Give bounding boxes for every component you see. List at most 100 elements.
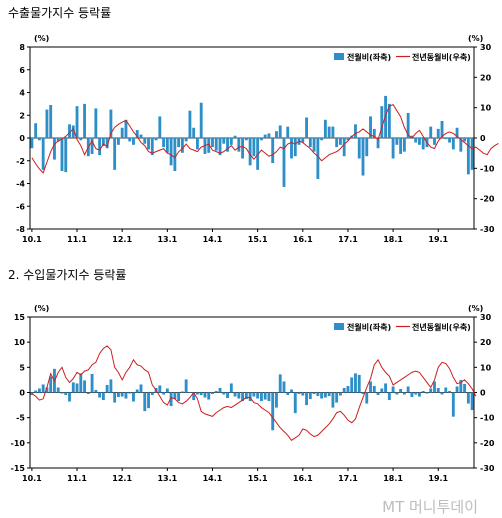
- bar-mom: [470, 138, 474, 170]
- bar-mom: [418, 138, 421, 145]
- bar-mom: [105, 138, 109, 149]
- bar-mom: [199, 392, 203, 396]
- bar-mom: [64, 392, 68, 396]
- bar-mom: [49, 105, 53, 138]
- bar-mom: [207, 138, 211, 153]
- left-tick-label: -6: [16, 202, 25, 211]
- x-tick-label: 19.1: [428, 235, 448, 244]
- bar-mom: [256, 392, 260, 399]
- bar-mom: [214, 390, 218, 393]
- bar-mom: [233, 135, 237, 138]
- legend-bar-swatch: [334, 323, 344, 330]
- bar-mom: [357, 374, 361, 393]
- left-tick-label: 10: [14, 338, 26, 347]
- left-axis-unit: (%): [34, 304, 49, 313]
- bar-mom: [229, 138, 233, 145]
- bar-mom: [338, 392, 342, 396]
- right-tick-label: -30: [480, 225, 495, 234]
- bar-mom: [316, 392, 320, 397]
- bar-mom: [173, 138, 177, 171]
- bar-mom: [391, 138, 395, 159]
- bar-mom: [188, 392, 192, 393]
- bar-mom: [218, 138, 222, 156]
- bar-mom: [177, 138, 181, 148]
- bar-mom: [335, 138, 339, 148]
- bar-mom: [282, 138, 286, 187]
- x-tick-label: 14.1: [203, 235, 223, 244]
- bar-mom: [455, 127, 459, 138]
- bar-mom: [308, 392, 312, 400]
- bar-mom: [60, 392, 64, 394]
- right-tick-label: 30: [480, 313, 492, 322]
- right-axis-unit: (%): [468, 34, 483, 43]
- bar-mom: [451, 138, 455, 150]
- bar-mom: [83, 103, 86, 139]
- x-tick-label: 17.1: [338, 474, 358, 483]
- bar-mom: [116, 392, 120, 398]
- x-tick-label: 18.1: [383, 235, 403, 244]
- bar-mom: [282, 381, 286, 393]
- bar-mom: [399, 388, 403, 393]
- bar-mom: [154, 138, 158, 141]
- bar-mom: [466, 138, 470, 175]
- x-tick-label: 15.1: [248, 474, 268, 483]
- x-tick-label: 12.1: [112, 235, 132, 244]
- bar-mom: [150, 392, 154, 396]
- bar-mom: [440, 392, 444, 395]
- bar-mom: [98, 392, 102, 398]
- bar-mom: [30, 138, 34, 149]
- bar-mom: [45, 109, 49, 138]
- legend-bar-label: 전월비(좌축): [347, 52, 391, 62]
- bar-mom: [109, 109, 113, 138]
- bar-mom: [338, 138, 342, 145]
- bar-mom: [211, 138, 214, 148]
- left-tick-label: -8: [16, 225, 25, 234]
- left-tick-label: -2: [16, 157, 25, 166]
- bar-mom: [384, 95, 388, 138]
- bar-mom: [470, 392, 474, 411]
- bar-mom: [399, 138, 403, 154]
- bar-mom: [278, 125, 282, 138]
- bar-mom: [71, 125, 75, 138]
- bar-mom: [421, 138, 425, 150]
- bar-mom: [459, 138, 463, 152]
- bar-mom: [113, 138, 117, 170]
- bar-mom: [448, 390, 451, 393]
- bar-mom: [252, 392, 256, 397]
- bar-mom: [192, 127, 196, 138]
- bar-mom: [237, 138, 241, 152]
- bar-mom: [147, 138, 150, 150]
- bar-mom: [94, 108, 98, 138]
- x-tick-label: 16.1: [293, 235, 313, 244]
- right-tick-label: -30: [480, 464, 495, 473]
- bar-mom: [41, 384, 45, 393]
- bar-mom: [124, 119, 128, 138]
- bar-mom: [132, 138, 135, 145]
- bar-mom: [71, 382, 75, 393]
- bar-mom: [346, 385, 350, 393]
- bar-mom: [173, 392, 177, 400]
- bar-mom: [41, 138, 45, 170]
- bar-mom: [387, 103, 391, 139]
- bar-mom: [241, 138, 245, 159]
- bar-mom: [248, 392, 252, 402]
- bar-mom: [346, 138, 350, 141]
- bar-mom: [436, 387, 440, 393]
- legend-bar-label: 전월비(좌축): [347, 322, 391, 332]
- bar-mom: [98, 138, 102, 156]
- right-tick-label: 30: [480, 43, 492, 52]
- bar-mom: [244, 392, 248, 400]
- left-axis-unit: (%): [34, 34, 49, 43]
- bar-mom: [305, 117, 308, 138]
- bar-mom: [56, 138, 60, 142]
- bar-mom: [267, 133, 271, 138]
- bar-mom: [410, 135, 414, 138]
- bar-mom: [180, 138, 184, 153]
- bar-mom: [320, 138, 324, 141]
- bar-mom: [101, 138, 105, 146]
- bar-mom: [425, 392, 429, 394]
- legend-line-label: 전년동월비(우축): [412, 52, 471, 62]
- bar-mom: [120, 127, 124, 138]
- bar-mom: [297, 392, 301, 395]
